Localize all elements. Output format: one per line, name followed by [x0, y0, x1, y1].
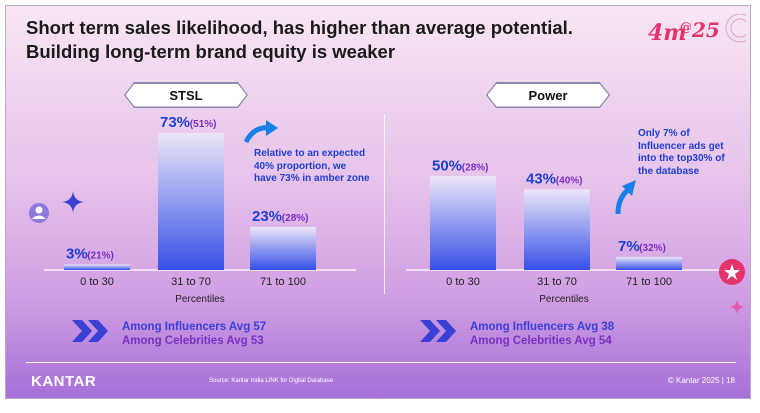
bar-value-label: 43% — [526, 170, 556, 187]
power-avg-celebrities: Among Celebrities Avg 54 — [470, 335, 612, 347]
bar-secondary-label: (21%) — [87, 250, 114, 261]
x-axis-label: Percentiles — [175, 294, 224, 305]
bar-secondary-label: (51%) — [190, 119, 217, 130]
curved-arrow-up-icon — [615, 180, 636, 215]
stsl-note-line-3: have 73% in amber zone — [254, 173, 370, 184]
bar-value-label: 3% — [66, 245, 88, 262]
x-tick-label: 0 to 30 — [80, 276, 114, 288]
bar-value-label: 50% — [432, 157, 462, 174]
bar — [250, 226, 316, 270]
sparkle-icon — [730, 300, 744, 314]
power-note-line-3: into the top30% of — [638, 153, 725, 164]
chevron-right-icon — [72, 320, 108, 342]
bar — [158, 133, 224, 270]
x-tick-label: 31 to 70 — [537, 276, 577, 288]
stsl-averages: Among Influencers Avg 57 Among Celebriti… — [122, 320, 266, 348]
bar-value-label: 23% — [252, 208, 282, 225]
stsl-note: Relative to an expected 40% proportion, … — [254, 148, 370, 186]
x-tick-label: 0 to 30 — [446, 276, 480, 288]
bar — [64, 264, 130, 270]
x-axis-label: Percentiles — [539, 294, 588, 305]
curved-arrow-icon — [244, 120, 278, 144]
x-tick-label: 71 to 100 — [260, 276, 306, 288]
mandala-icon — [725, 14, 746, 43]
logo-number: 25 — [692, 18, 720, 42]
stsl-note-line-1: Relative to an expected — [254, 148, 366, 159]
flower-badge-icon — [719, 259, 745, 285]
power-note-line-2: Influencer ads get — [638, 140, 724, 152]
stsl-note-line-2: 40% proportion, we — [254, 160, 347, 172]
chevron-right-icon — [420, 320, 456, 342]
sparkle-icon — [62, 191, 84, 213]
source-note: Source: Kantar India LINK for Digital Da… — [209, 378, 334, 384]
power-avg-influencers: Among Influencers Avg 38 — [470, 321, 615, 333]
bar-value-label: 73% — [160, 114, 190, 131]
bar-secondary-label: (40%) — [556, 175, 583, 186]
bar-secondary-label: (28%) — [282, 213, 309, 224]
event-logo: 4m @ 25 — [644, 14, 746, 52]
bar — [616, 256, 682, 270]
bar-value-label: 7% — [618, 238, 640, 255]
bar — [524, 189, 590, 270]
stsl-avg-celebrities: Among Celebrities Avg 53 — [122, 335, 264, 347]
bar-secondary-label: (32%) — [639, 243, 666, 254]
slide: Short term sales likelihood, has higher … — [5, 5, 751, 399]
power-averages: Among Influencers Avg 38 Among Celebriti… — [470, 320, 614, 348]
bar-secondary-label: (28%) — [462, 162, 489, 173]
power-pill: Power — [486, 82, 610, 108]
panel-divider — [384, 114, 385, 294]
power-pill-label: Power — [488, 84, 609, 107]
title-line-1: Short term sales likelihood, has higher … — [26, 17, 573, 38]
footer-divider — [26, 362, 736, 363]
x-tick-label: 31 to 70 — [171, 276, 211, 288]
stsl-pill-label: STSL — [126, 84, 247, 107]
power-note: Only 7% of Influencer ads get into the t… — [638, 128, 725, 178]
power-note-line-4: the database — [638, 165, 700, 177]
page-footer-copyright: © Kantar 2025 | 18 — [667, 376, 735, 385]
kantar-logo: KANTAR — [31, 373, 97, 390]
slide-title: Short term sales likelihood, has higher … — [26, 16, 626, 64]
x-tick-label: 71 to 100 — [626, 276, 672, 288]
logo-main: 4m — [648, 20, 687, 46]
logo-at: @ — [680, 20, 692, 34]
bar — [430, 176, 496, 270]
stsl-avg-influencers: Among Influencers Avg 57 — [122, 321, 267, 333]
title-line-2: Building long-term brand equity is weake… — [26, 41, 396, 62]
user-circle-icon — [29, 203, 49, 223]
power-note-line-1: Only 7% of — [638, 128, 690, 139]
stsl-pill: STSL — [124, 82, 248, 108]
